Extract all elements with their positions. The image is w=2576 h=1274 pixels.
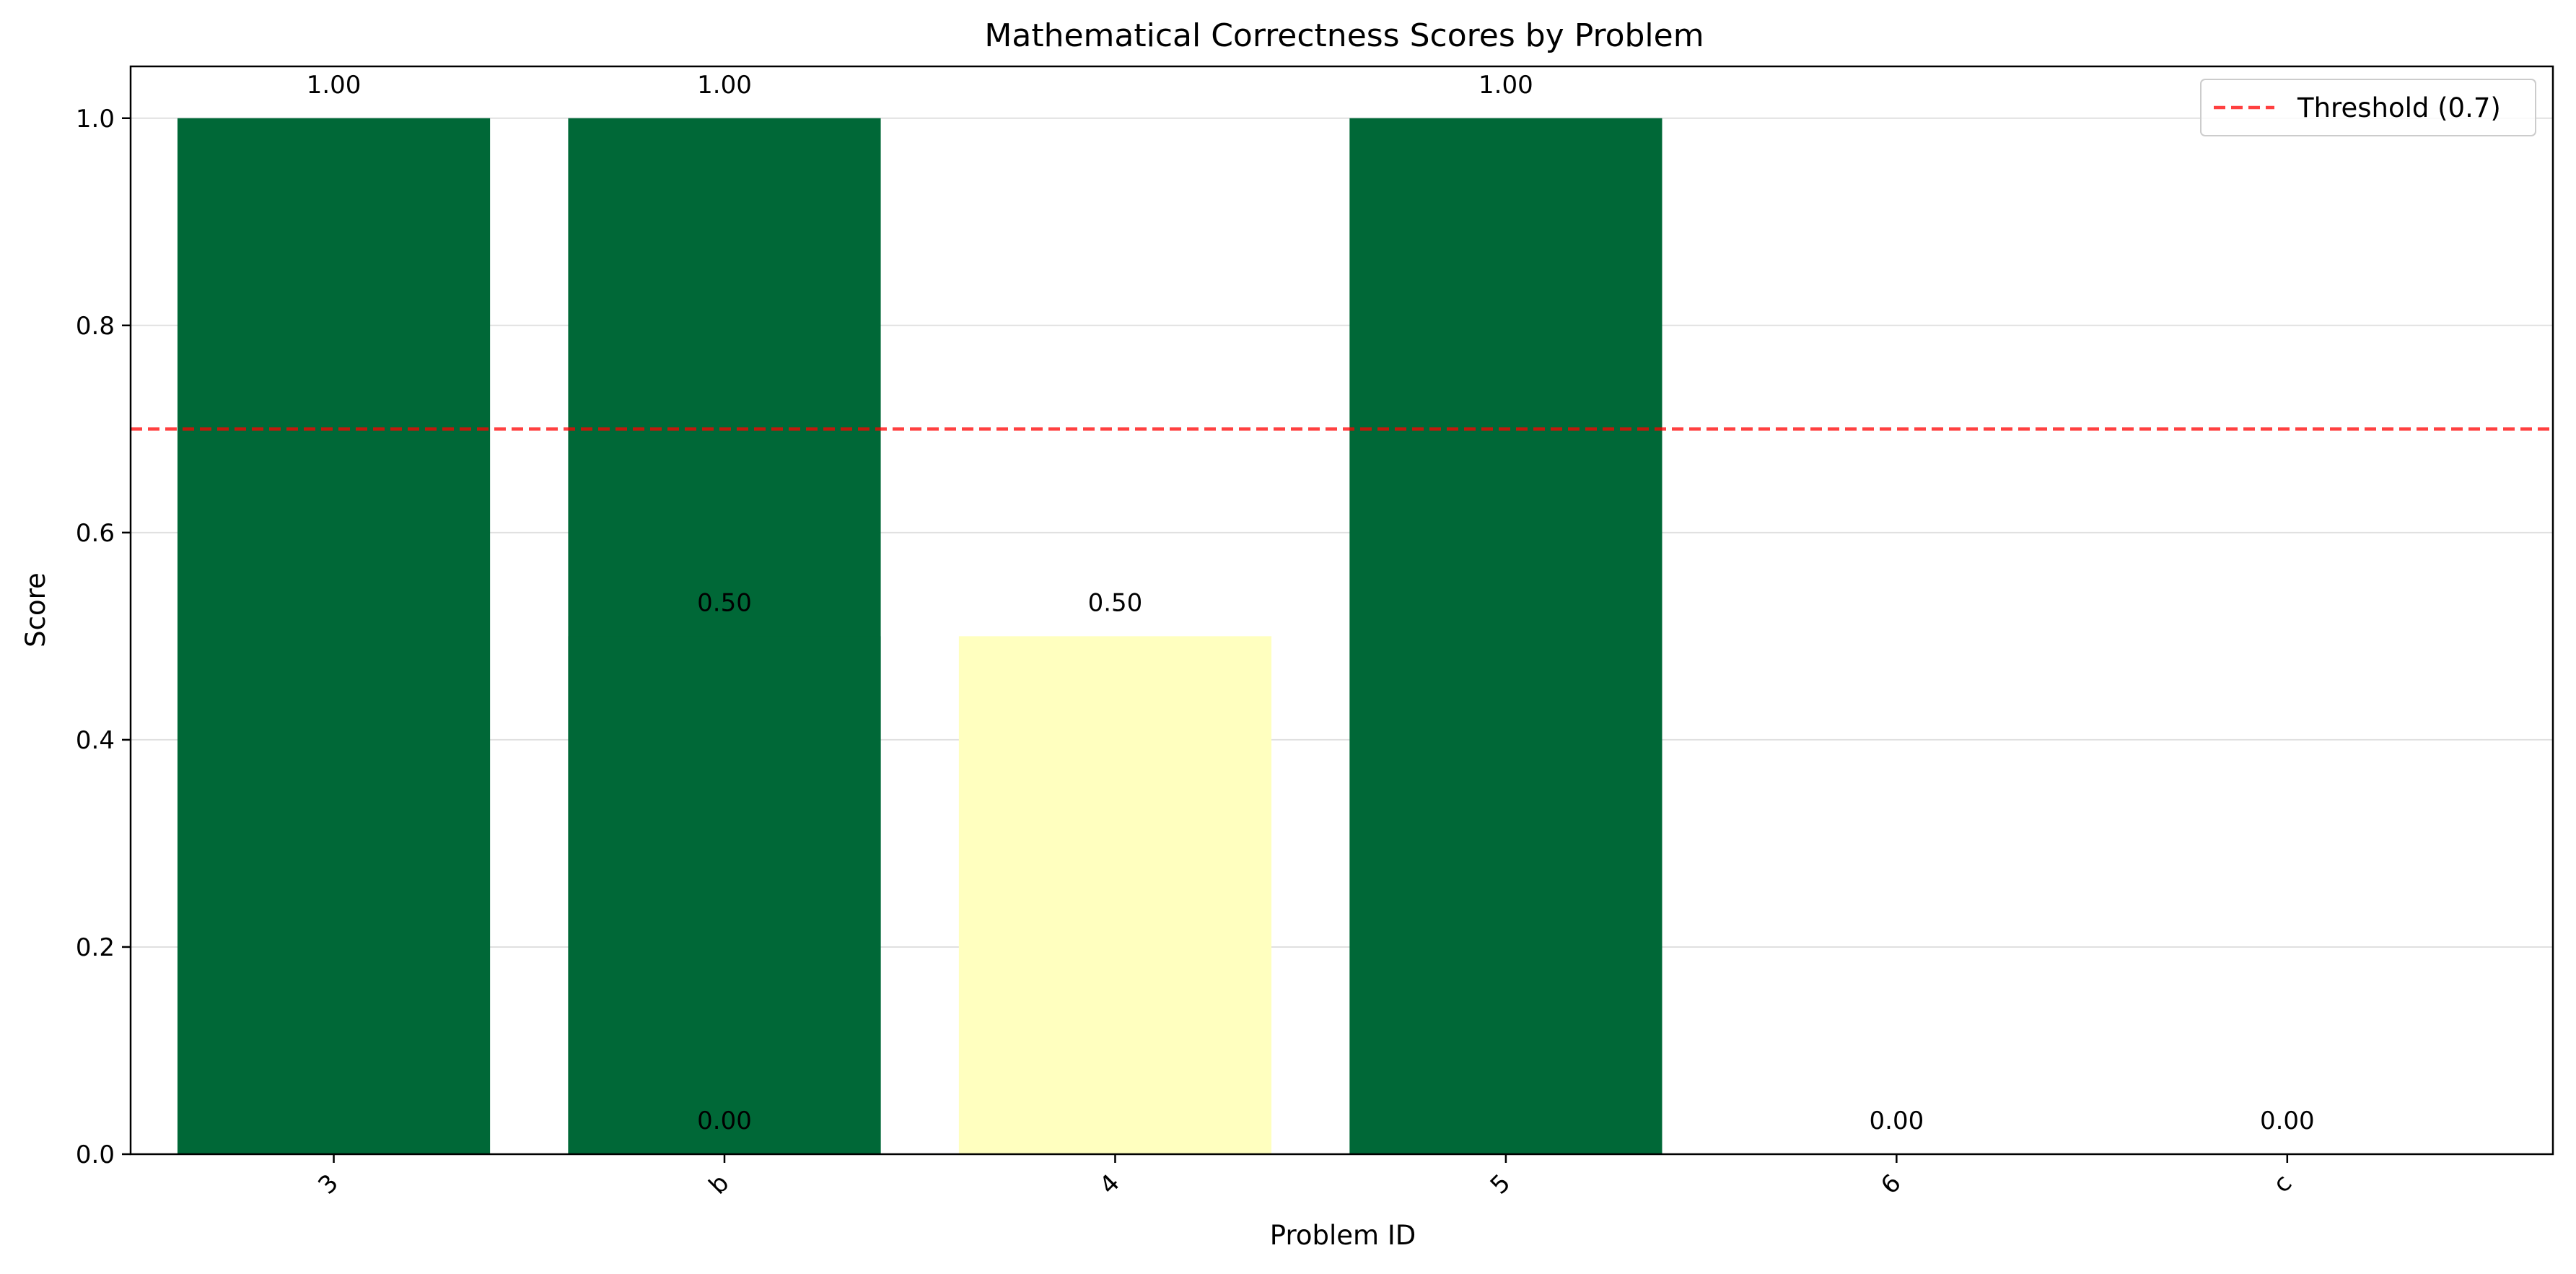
y-tick-label: 0.0 — [76, 1140, 115, 1169]
x-axis-label: Problem ID — [1270, 1220, 1416, 1251]
x-tick-label: 3 — [312, 1169, 344, 1200]
y-tick-label: 1.0 — [76, 105, 115, 134]
bar-3 — [177, 118, 491, 1154]
legend: Threshold (0.7) — [2200, 79, 2536, 136]
legend-threshold-label: Threshold (0.7) — [2297, 92, 2501, 123]
bar-value-label: 0.00 — [697, 1107, 752, 1135]
bar-value-label: 0.50 — [697, 588, 752, 617]
bar-b — [568, 636, 881, 1154]
bar-value-label: 1.00 — [1478, 71, 1533, 100]
y-tick-label: 0.4 — [76, 726, 115, 755]
x-axis-ticks: 3 b 4 5 6 c — [312, 1154, 2297, 1200]
grid-lines — [131, 117, 2553, 1155]
bar-labels: 1.00 1.00 0.50 0.00 0.50 1.00 0.00 0.00 — [307, 71, 2315, 1135]
plot-frame — [129, 65, 2554, 1156]
legend-box — [2200, 79, 2536, 136]
y-tick-label: 0.8 — [76, 312, 115, 341]
x-tick-label: 6 — [1875, 1169, 1907, 1200]
y-tick-label: 0.6 — [76, 519, 115, 548]
x-tick-label: c — [2268, 1169, 2298, 1199]
bar-5 — [1349, 118, 1662, 1154]
x-tick-label: b — [704, 1169, 735, 1200]
bar-value-label: 0.00 — [2260, 1107, 2315, 1135]
bar-value-label: 0.00 — [1870, 1107, 1924, 1135]
bar-4 — [958, 636, 1272, 1154]
chart-title: Mathematical Correctness Scores by Probl… — [984, 17, 1704, 54]
bars — [177, 118, 1662, 1154]
y-tick-label: 0.2 — [76, 933, 115, 962]
bar-value-label: 1.00 — [697, 71, 752, 100]
y-axis-label: Score — [20, 572, 51, 647]
x-tick-label: 5 — [1485, 1169, 1517, 1200]
bar-value-label: 1.00 — [307, 71, 362, 100]
y-axis-ticks: 0.0 0.2 0.4 0.6 0.8 1.0 — [76, 105, 131, 1169]
x-tick-label: 4 — [1094, 1169, 1126, 1200]
bar-value-label: 0.50 — [1088, 588, 1143, 617]
